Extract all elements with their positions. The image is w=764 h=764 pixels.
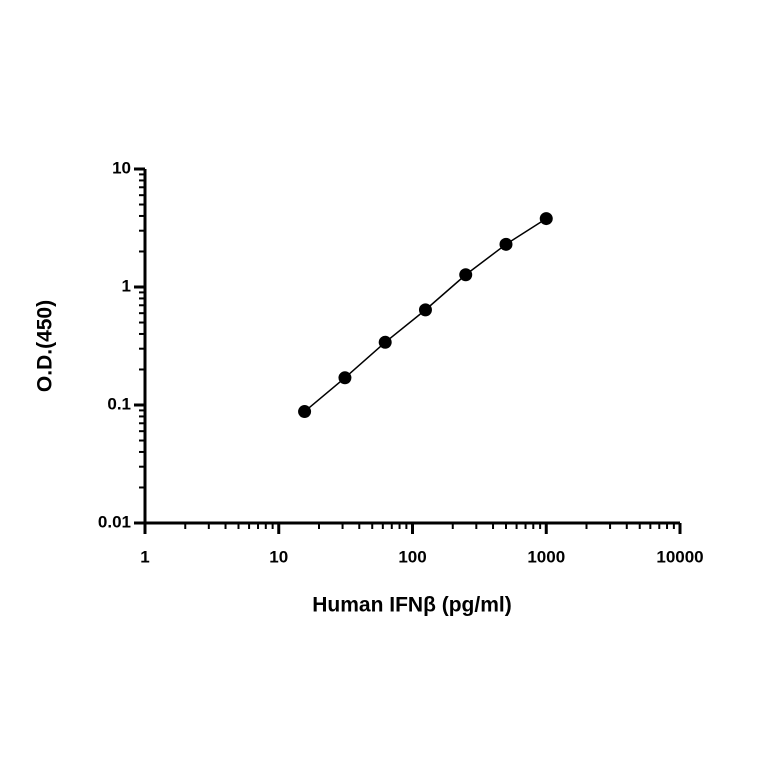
- y-axis-title: O.D.(450): [34, 300, 57, 392]
- point: [298, 405, 312, 419]
- y-tick-label: 1: [122, 276, 131, 295]
- x-tick-label: 10: [269, 547, 288, 566]
- y-tick-label: 10: [112, 158, 131, 177]
- x-tick-label: 10000: [656, 547, 703, 566]
- y-tick-label: 0.01: [98, 512, 131, 531]
- x-axis-title: Human IFNβ (pg/ml): [312, 594, 511, 617]
- x-tick-label: 1000: [527, 547, 565, 566]
- x-tick-label: 100: [398, 547, 426, 566]
- point: [338, 371, 352, 385]
- point: [539, 212, 553, 226]
- point: [499, 237, 513, 251]
- point: [378, 335, 392, 349]
- point: [418, 303, 432, 317]
- x-tick-label: 1: [140, 547, 149, 566]
- y-tick-label: 0.1: [107, 394, 131, 413]
- point: [459, 268, 473, 282]
